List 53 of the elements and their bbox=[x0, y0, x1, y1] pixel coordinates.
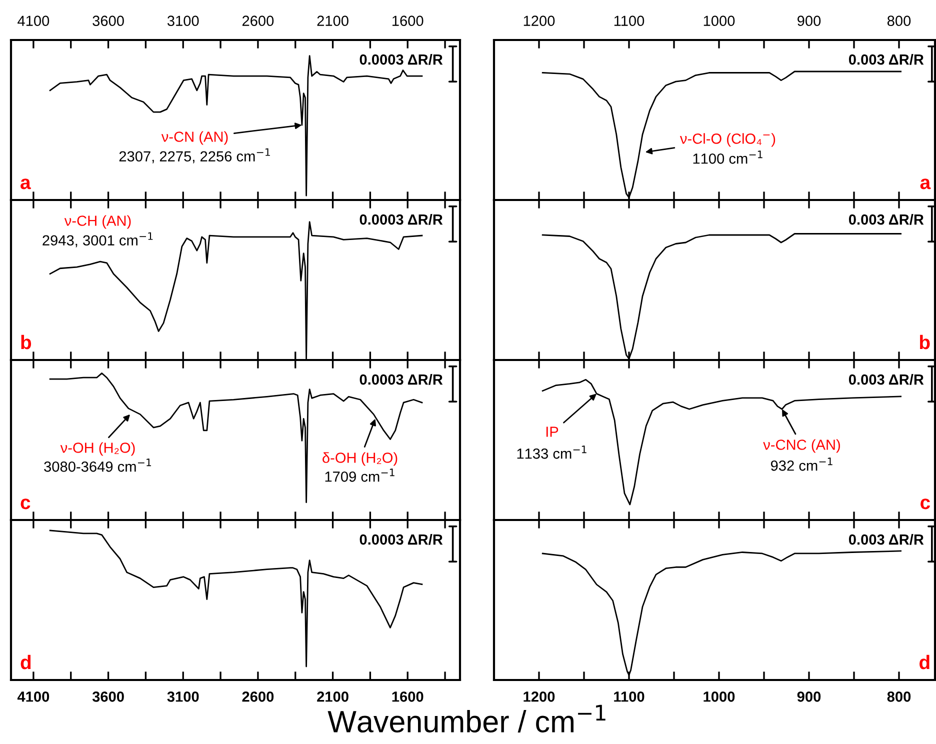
annotation: 0.003 ΔR/R bbox=[848, 374, 924, 385]
text: 0.003 ΔR/R bbox=[848, 54, 924, 65]
x-tick-label: 3100 bbox=[167, 16, 199, 26]
x-tick-label: 2600 bbox=[242, 691, 274, 702]
annotation: 1709 cm$^{−1}$ bbox=[325, 468, 394, 482]
annotation: ν-CN (AN) bbox=[161, 131, 228, 145]
x-tick-label: 1100 bbox=[614, 16, 644, 26]
annotation: ν-OH (H₂O) bbox=[60, 442, 135, 456]
x-tick-label: 3600 bbox=[92, 691, 124, 702]
annotation: a bbox=[920, 178, 931, 190]
x-tick-label: 1600 bbox=[392, 691, 424, 702]
annotation: d bbox=[920, 654, 930, 670]
x-tick-label: 1000 bbox=[704, 691, 735, 702]
annotation: ν-CH (AN) bbox=[64, 215, 131, 229]
x-tick-label: 3100 bbox=[167, 691, 199, 702]
annotation: δ-OH (H₂O) bbox=[322, 452, 398, 466]
x-tick-label: 2100 bbox=[317, 691, 348, 702]
annotation: 2943, 3001 cm$^{−1}$ bbox=[42, 232, 153, 248]
text: 0.003 ΔR/R bbox=[848, 214, 924, 225]
annotation: IP bbox=[546, 426, 558, 437]
annotation: 0.0003 ΔR/R bbox=[360, 534, 443, 545]
annotation: 932 cm$^{−1}$ bbox=[770, 458, 832, 471]
annotation: c bbox=[920, 498, 930, 510]
annotation: d bbox=[20, 654, 31, 670]
x-axis-title: Wavenumber / cm$^{−1}$ bbox=[328, 704, 606, 732]
annotation: ν-Cl-O (ClO₄$^{−}$) bbox=[680, 133, 776, 147]
x-tick-label: 4100 bbox=[17, 691, 50, 702]
x-tick-label: 1600 bbox=[392, 16, 424, 26]
x-tick-label: 800 bbox=[887, 691, 911, 702]
x-tick-label: 1200 bbox=[524, 16, 555, 26]
annotation: 3080-3649 cm$^{−1}$ bbox=[44, 458, 152, 472]
annotation: b bbox=[920, 334, 930, 350]
annotation: 1133 cm$^{−1}$ bbox=[517, 446, 586, 459]
annotation: 0.0003 ΔR/R bbox=[360, 214, 443, 225]
annotation: 0.0003 ΔR/R bbox=[360, 54, 443, 65]
annotation: b bbox=[21, 334, 32, 350]
text: 0.003 ΔR/R bbox=[848, 534, 924, 545]
x-tick-label: 1200 bbox=[524, 691, 555, 702]
x-tick-label: 900 bbox=[797, 691, 821, 702]
annotation: 2307, 2275, 2256 cm$^{−1}$ bbox=[119, 148, 270, 164]
annotation: 1100 cm$^{−1}$ bbox=[693, 150, 762, 164]
x-tick-label: 4100 bbox=[18, 16, 50, 26]
x-tick-label: 800 bbox=[887, 16, 911, 26]
x-tick-label: 3600 bbox=[92, 16, 124, 26]
x-tick-label: 1000 bbox=[704, 16, 735, 26]
x-tick-label: 2600 bbox=[242, 16, 274, 26]
annotation: 0.0003 ΔR/R bbox=[360, 374, 443, 385]
x-tick-label: 900 bbox=[798, 16, 821, 26]
annotation: c bbox=[20, 498, 30, 510]
x-tick-label: 1100 bbox=[614, 691, 644, 702]
annotation: ν-CNC (AN) bbox=[763, 439, 840, 453]
annotation: a bbox=[20, 178, 31, 190]
x-tick-label: 2100 bbox=[317, 16, 348, 26]
